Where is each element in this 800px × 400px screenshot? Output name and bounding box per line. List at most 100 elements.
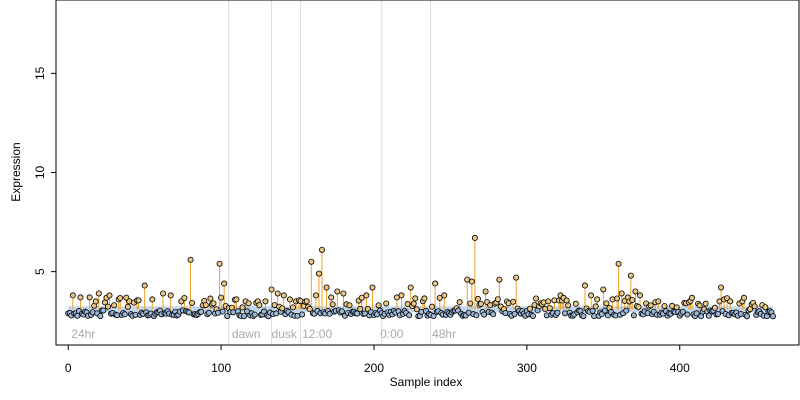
data-point: [334, 288, 341, 295]
data-point: [410, 300, 417, 307]
data-point: [202, 302, 209, 309]
data-point: [588, 292, 595, 299]
data-point: [328, 294, 335, 301]
data-points: [65, 234, 777, 320]
data-point: [565, 302, 572, 309]
data-point: [513, 274, 520, 281]
data-point: [510, 298, 517, 305]
data-point: [323, 284, 330, 291]
data-point: [432, 280, 439, 287]
data-point: [77, 294, 84, 301]
data-point: [274, 290, 281, 297]
x-axis-title: Sample index: [390, 375, 463, 389]
data-point: [312, 292, 319, 299]
data-point: [572, 300, 579, 307]
data-point: [637, 292, 644, 299]
data-point: [711, 304, 718, 311]
group-labels: 24hr dawn dusk 12:00 0:00 48hr: [71, 327, 456, 341]
data-point: [702, 300, 709, 307]
data-point: [346, 302, 353, 309]
data-point: [589, 307, 596, 314]
data-point: [661, 302, 668, 309]
data-point: [181, 294, 188, 301]
data-point: [338, 308, 345, 315]
data-point: [727, 298, 734, 305]
data-point: [511, 311, 518, 318]
data-point: [135, 297, 142, 304]
data-point: [413, 306, 420, 313]
data-point: [167, 292, 174, 299]
data-point: [97, 312, 104, 319]
data-point: [629, 297, 636, 304]
data-point: [219, 308, 226, 315]
data-point: [533, 295, 540, 302]
data-point: [369, 284, 376, 291]
data-point: [471, 234, 478, 241]
data-point: [594, 296, 601, 303]
group-label: 12:00: [302, 327, 332, 341]
data-point: [210, 300, 217, 307]
data-point: [104, 303, 111, 310]
data-point: [280, 292, 287, 299]
data-point: [441, 292, 448, 299]
data-point: [655, 298, 662, 305]
group-label: 48hr: [432, 327, 456, 341]
data-point: [705, 312, 712, 319]
data-point: [581, 282, 588, 289]
data-point: [496, 276, 503, 283]
data-point: [429, 303, 436, 310]
data-point: [92, 298, 99, 305]
data-point: [744, 313, 751, 320]
data-point: [478, 300, 485, 307]
data-point: [494, 296, 501, 303]
data-point: [329, 301, 336, 308]
x-tick-label: 400: [670, 361, 690, 375]
data-point: [684, 311, 691, 318]
data-point: [714, 310, 721, 317]
data-point: [111, 302, 118, 309]
data-point: [198, 308, 205, 315]
data-point: [251, 311, 258, 318]
data-point: [299, 311, 306, 318]
data-point: [354, 310, 361, 317]
data-point: [412, 295, 419, 302]
x-tick-label: 0: [65, 361, 72, 375]
data-point: [490, 311, 497, 318]
group-label: dusk: [272, 327, 298, 341]
data-point: [770, 313, 777, 320]
data-point: [358, 294, 365, 301]
data-point: [630, 312, 637, 319]
data-point: [256, 302, 263, 309]
x-axis: 0 100 200 300 400: [65, 345, 690, 375]
data-point: [592, 303, 599, 310]
data-point: [207, 295, 214, 302]
data-point: [100, 307, 107, 314]
data-point: [647, 302, 654, 309]
y-tick-label: 15: [33, 66, 47, 80]
data-point: [149, 296, 156, 303]
data-point: [303, 298, 310, 305]
data-point: [688, 294, 695, 301]
group-label: 0:00: [380, 327, 404, 341]
data-point: [603, 300, 610, 307]
data-point: [141, 282, 148, 289]
data-point: [189, 299, 196, 306]
data-point: [627, 272, 634, 279]
data-point: [160, 290, 167, 297]
data-point: [473, 312, 480, 319]
data-point: [563, 297, 570, 304]
data-point: [398, 292, 405, 299]
data-point: [615, 260, 622, 267]
stems: [72, 237, 745, 310]
data-point: [474, 295, 481, 302]
data-point: [696, 302, 703, 309]
x-tick-label: 300: [517, 361, 537, 375]
data-point: [430, 313, 437, 320]
data-point: [69, 292, 76, 299]
data-point: [289, 304, 296, 311]
data-point: [86, 294, 93, 301]
group-label: 24hr: [71, 327, 95, 341]
data-point: [315, 270, 322, 277]
data-point: [123, 294, 130, 301]
